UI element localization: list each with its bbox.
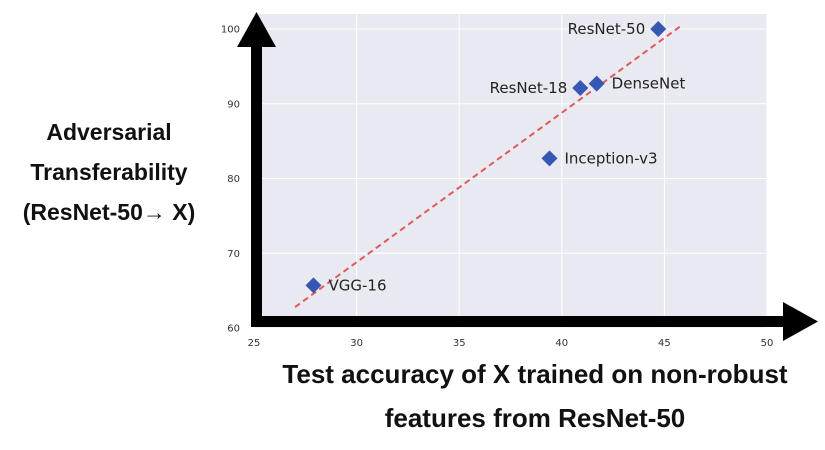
marker-resnet-18 [572,80,589,97]
marker-vgg-16 [305,277,322,294]
y-tick-label-80: 80 [227,174,240,185]
x-axis-label: Test accuracy of X trained on non-robust… [240,352,825,440]
y-axis-arrow-shaft [251,38,262,327]
marker-densenet [588,75,605,92]
point-label-vgg-16: VGG-16 [329,276,387,294]
marker-inception-v3 [541,150,558,167]
point-label-resnet-18: ResNet-18 [490,79,568,97]
point-label-inception-v3: Inception-v3 [564,149,657,167]
y-tick-label-70: 70 [227,249,240,260]
x-axis-arrow-shaft [251,316,788,327]
y-tick-label-100: 100 [221,25,240,36]
data-points: VGG-16 Inception-v3 ResNet-18 DenseNet ResNe… [305,20,686,294]
x-tick-label-50: 50 [761,338,774,349]
y-tick-label-60: 60 [227,324,240,335]
point-label-resnet-50: ResNet-50 [568,20,646,38]
tick-labels: 25 30 35 40 45 50 60 70 80 90 100 [221,25,773,350]
y-axis-arrow-head [237,12,276,47]
x-tick-label-40: 40 [555,338,568,349]
y-axis-label-line-1: Adversarial [46,119,172,145]
x-axis-label-line-2: features from ResNet-50 [384,403,686,433]
y-axis-label-line-3: (ResNet-50→ X) [22,199,196,225]
axis-arrows [237,12,818,341]
x-axis-arrow-head [783,302,818,341]
point-label-densenet: DenseNet [612,75,686,93]
marker-resnet-50 [650,21,667,37]
y-tick-label-90: 90 [227,99,240,110]
y-axis-label-line-2: Transferability [30,159,188,185]
x-tick-label-35: 35 [453,338,466,349]
x-axis-label-line-1: Test accuracy of X trained on non-robust [282,359,788,389]
x-tick-label-30: 30 [350,338,363,349]
y-axis-label: Adversarial Transferability (ResNet-50→ … [0,112,218,232]
x-tick-label-25: 25 [248,338,261,349]
x-tick-label-45: 45 [658,338,671,349]
grid-lines [253,14,768,329]
